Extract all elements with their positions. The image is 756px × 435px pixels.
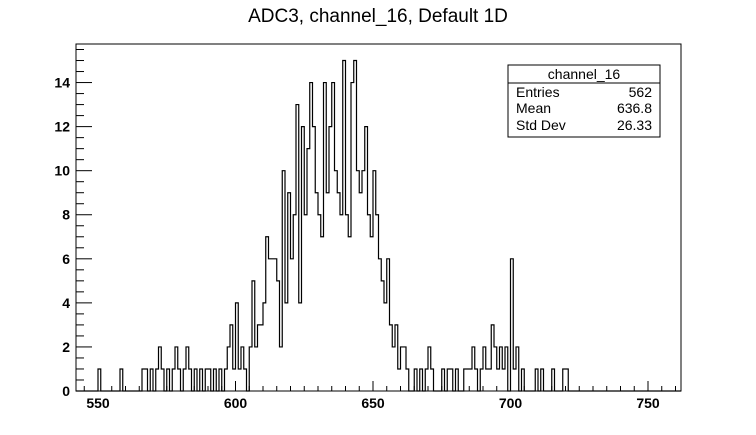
histogram-bin [357, 171, 360, 391]
histogram-bin [260, 325, 263, 391]
stats-entries-value: 562 [629, 84, 653, 100]
histogram-bins [98, 61, 568, 391]
stats-entries-label: Entries [516, 84, 560, 100]
histogram-bin [513, 369, 516, 391]
histogram-bin [359, 193, 362, 391]
x-tick-label: 650 [361, 395, 385, 411]
y-tick-label: 8 [62, 207, 70, 223]
x-tick-label: 600 [224, 395, 248, 411]
histogram-bin [299, 303, 302, 391]
histogram-bin [370, 237, 373, 391]
histogram-bin [280, 347, 283, 391]
histogram-bin [392, 347, 395, 391]
histogram-bin [340, 215, 343, 391]
histogram-bin [368, 215, 371, 391]
y-axis: 0 2 4 6 8 10 12 14 [54, 49, 92, 399]
histogram-bin [346, 215, 349, 391]
x-tick-label: 750 [636, 395, 660, 411]
histogram-bin [271, 259, 274, 391]
x-tick-label: 700 [499, 395, 523, 411]
y-tick-label: 0 [62, 383, 70, 399]
histogram-bin [384, 303, 387, 391]
histogram-bin [335, 171, 338, 391]
stats-box-title: channel_16 [548, 66, 621, 82]
y-tick-label: 2 [62, 339, 70, 355]
stats-box-frame [507, 64, 661, 138]
histogram-bin [304, 215, 307, 391]
histogram-bin [489, 369, 492, 391]
y-tick-label: 14 [54, 75, 70, 91]
histogram-bin [318, 215, 321, 391]
histogram-bin [502, 369, 505, 391]
histogram-bin [326, 193, 329, 391]
histogram-bin [255, 347, 258, 391]
histogram-bin [337, 193, 340, 391]
x-tick-label: 550 [86, 395, 110, 411]
y-tick-label: 4 [62, 295, 70, 311]
histogram-bin [315, 193, 318, 391]
stats-box: channel_16 Entries 562 Mean 636.8 Std De… [507, 64, 661, 138]
histogram-bin [486, 369, 489, 391]
histogram-bin [348, 237, 351, 391]
y-tick-label: 12 [54, 119, 70, 135]
stats-mean-label: Mean [516, 100, 551, 116]
stats-mean-value: 636.8 [617, 100, 652, 116]
x-axis: 550 600 650 700 750 [83, 381, 676, 411]
stats-stddev-label: Std Dev [516, 117, 566, 133]
plot-frame [75, 43, 682, 392]
y-tick-label: 6 [62, 251, 70, 267]
chart-title: ADC3, channel_16, Default 1D [248, 6, 508, 27]
histogram-bin [291, 259, 294, 391]
histogram-bin [238, 369, 241, 391]
histogram-bin [269, 259, 272, 391]
stats-stddev-value: 26.33 [617, 117, 652, 133]
histogram-bin [362, 171, 365, 391]
histogram-outline [76, 59, 681, 392]
histogram-bin [285, 303, 288, 391]
histogram-bin [321, 237, 324, 391]
y-tick-label: 10 [54, 163, 70, 179]
